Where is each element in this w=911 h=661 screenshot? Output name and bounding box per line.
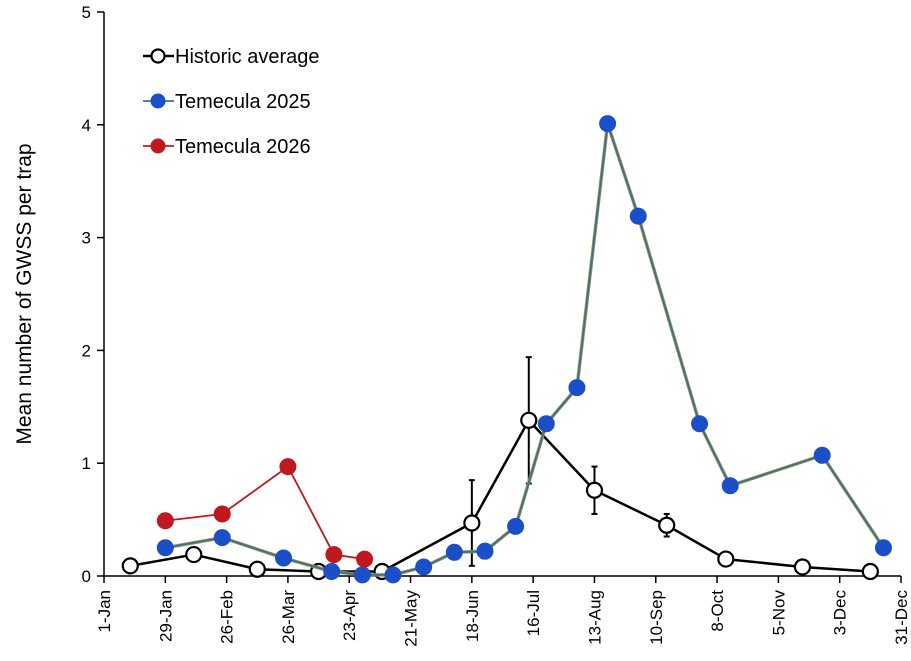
series-line-outline (165, 121, 885, 577)
data-point (520, 411, 538, 429)
legend-label: Historic average (175, 46, 320, 68)
y-tick-label: 3 (82, 229, 91, 248)
x-tick-label: 29-Jan (156, 590, 175, 642)
data-point (874, 539, 892, 557)
data-point (507, 517, 525, 535)
data-point (248, 560, 266, 578)
legend-marker (150, 138, 166, 154)
y-tick-label: 2 (82, 341, 91, 360)
data-point (156, 539, 174, 557)
data-point (356, 550, 374, 568)
data-point (156, 512, 174, 530)
data-point (353, 566, 371, 584)
data-point (537, 415, 555, 433)
legend-item: Temecula 2026 (143, 136, 311, 158)
data-point (323, 562, 341, 580)
y-tick-label: 4 (82, 116, 91, 135)
legend-item: Temecula 2025 (143, 91, 311, 113)
legend: Historic average Temecula 2025 Temecula 20… (143, 46, 320, 158)
x-tick-label: 21-May (402, 590, 421, 647)
data-point (568, 379, 586, 397)
legend-marker (150, 93, 166, 109)
data-point (721, 477, 739, 495)
series-line (130, 419, 871, 573)
data-point (691, 415, 709, 433)
data-point (463, 514, 481, 532)
y-tick-label: 0 (82, 567, 91, 586)
data-point (861, 562, 879, 581)
legend-item: Historic average (143, 46, 320, 68)
legend-label: Temecula 2025 (175, 91, 311, 113)
data-point (275, 549, 293, 567)
data-point (813, 446, 831, 464)
data-point (599, 115, 617, 133)
data-point (279, 458, 297, 476)
x-tick-label: 1-Jan (95, 590, 114, 633)
data-point (476, 542, 494, 560)
series-1 (156, 115, 892, 584)
x-tick-label: 8-Oct (708, 590, 727, 632)
data-point (585, 481, 604, 499)
y-tick-label: 5 (82, 3, 91, 22)
data-point (213, 505, 231, 523)
data-point (658, 516, 676, 534)
data-point (213, 529, 231, 547)
data-point (325, 546, 343, 564)
x-tick-label: 26-Feb (218, 590, 237, 644)
x-tick-label: 16-Jul (524, 590, 543, 636)
data-point (185, 545, 203, 564)
legend-label: Temecula 2026 (175, 136, 311, 158)
data-point (445, 543, 463, 561)
series-line (165, 122, 885, 576)
x-tick-label: 26-Mar (279, 590, 298, 644)
plot-area: 0 1 2 3 4 5 1-Jan 29-Jan 26-Feb 26-Mar 23-Apr 21-Ma… (82, 3, 911, 647)
x-tick-label: 5-Nov (769, 590, 788, 636)
x-tick-label: 31-Dec (892, 590, 911, 645)
y-tick-label: 1 (82, 454, 91, 473)
x-tick-label: 3-Dec (831, 590, 850, 636)
y-axis-title: Mean number of GWSS per trap (13, 143, 36, 444)
series-0 (121, 356, 879, 581)
legend-marker (150, 48, 166, 64)
data-point (629, 207, 647, 225)
data-point (415, 558, 433, 576)
x-tick-label: 13-Aug (585, 590, 604, 645)
x-tick-label: 18-Jun (463, 590, 482, 642)
data-point (793, 558, 812, 576)
x-tick-label: 10-Sep (647, 590, 666, 645)
data-point (717, 550, 735, 568)
x-tick-label: 23-Apr (340, 590, 359, 641)
data-point (384, 566, 402, 584)
series-line (165, 465, 365, 560)
data-point (121, 557, 139, 575)
series-2 (156, 458, 374, 568)
